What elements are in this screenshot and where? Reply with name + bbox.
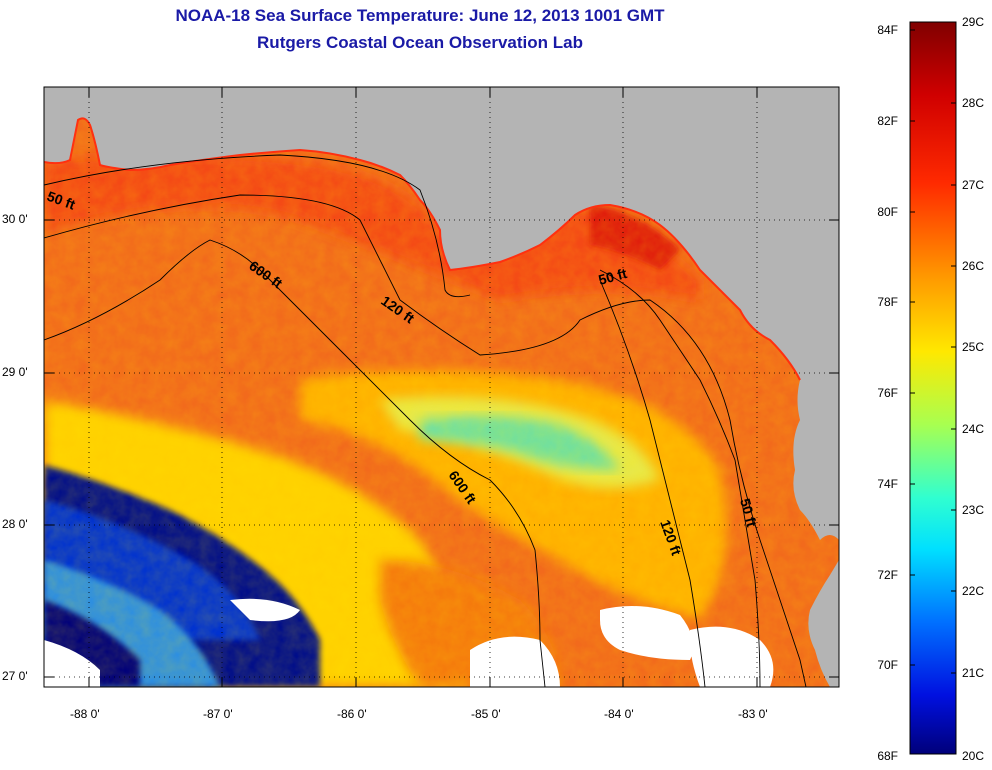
colorbar-c-22: 22C [962, 584, 985, 598]
colorbar-c-29: 29C [962, 15, 985, 29]
colorbar [909, 21, 957, 755]
map-subtitle: Rutgers Coastal Ocean Observation Lab [257, 33, 583, 52]
map-panel [44, 87, 839, 687]
colorbar-c-23: 23C [962, 503, 985, 517]
colorbar-f-84: 84F [877, 23, 898, 37]
colorbar-c-26: 26C [962, 259, 985, 273]
colorbar-f-72: 72F [877, 568, 898, 582]
land [44, 87, 839, 540]
map-title: NOAA-18 Sea Surface Temperature: June 12… [175, 6, 665, 25]
colorbar-c-20: 20C [962, 749, 985, 763]
colorbar-c-27: 27C [962, 178, 985, 192]
colorbar-f-70: 70F [877, 658, 898, 672]
contour-600ft [44, 239, 546, 687]
lat-label-29: 29 0' [2, 365, 28, 379]
colorbar-f-80: 80F [877, 205, 898, 219]
colorbar-c-24: 24C [962, 422, 985, 436]
lon-label-87: -87 0' [203, 707, 233, 721]
contour-50ft-east [599, 269, 761, 687]
lat-label-27: 27 0' [2, 669, 28, 683]
contour-120ft [44, 194, 807, 687]
cloud-3 [690, 626, 774, 687]
cloud-2 [600, 606, 694, 660]
ticks [44, 87, 839, 687]
lat-label-30: 30 0' [2, 212, 28, 226]
depth-label-50ft-south: 50 ft [737, 497, 760, 529]
colorbar-f-74: 74F [877, 477, 898, 491]
lon-label-88: -88 0' [70, 707, 100, 721]
lat-label-28: 28 0' [2, 517, 28, 531]
colorbar-c-28: 28C [962, 96, 985, 110]
lon-label-83: -83 0' [738, 707, 768, 721]
colorbar-f-76: 76F [877, 386, 898, 400]
lon-label-85: -85 0' [471, 707, 501, 721]
colorbar-c-21: 21C [962, 666, 985, 680]
depth-label-50ft-bay: 50 ft [597, 265, 629, 288]
colorbar-c-25: 25C [962, 340, 985, 354]
contour-120ft-east [599, 279, 706, 687]
map-frame [43, 86, 840, 688]
coastline [44, 117, 801, 381]
cloud-4 [44, 640, 100, 687]
contour-50ft-west [44, 154, 471, 298]
cloud-5 [230, 598, 300, 622]
colorbar-f-78: 78F [877, 295, 898, 309]
colorbar-ticks [910, 21, 956, 674]
colorbar-f-68: 68F [877, 749, 898, 763]
colorbar-f-82: 82F [877, 114, 898, 128]
cloud-1 [470, 636, 560, 687]
lon-label-84: -84 0' [604, 707, 634, 721]
land-south [808, 560, 839, 687]
lon-label-86: -86 0' [337, 707, 367, 721]
graticule [44, 87, 839, 687]
